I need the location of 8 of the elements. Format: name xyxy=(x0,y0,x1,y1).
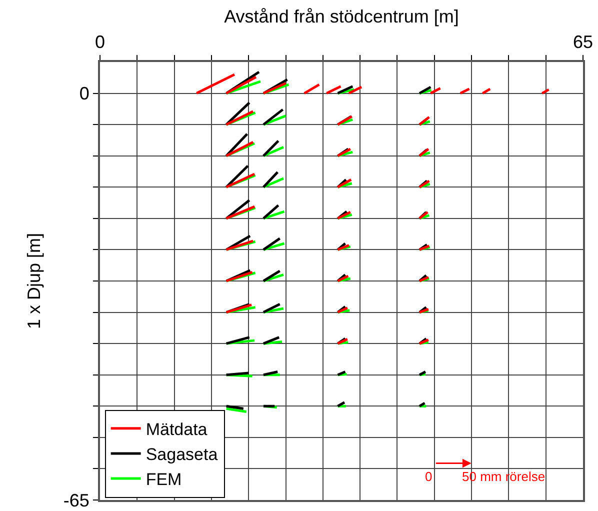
legend-label: Sagaseta xyxy=(146,445,218,464)
legend-label: FEM xyxy=(146,470,182,490)
legend-label: Mätdata xyxy=(146,420,208,439)
annotation: 0 xyxy=(425,469,432,484)
y-tick-label: -65 xyxy=(63,490,90,510)
x-axis-title: Avstånd från stödcentrum [m] xyxy=(224,6,459,26)
y-axis-title: 1 x Djup [m] xyxy=(24,232,44,330)
x-tick-label: 65 xyxy=(572,32,594,52)
